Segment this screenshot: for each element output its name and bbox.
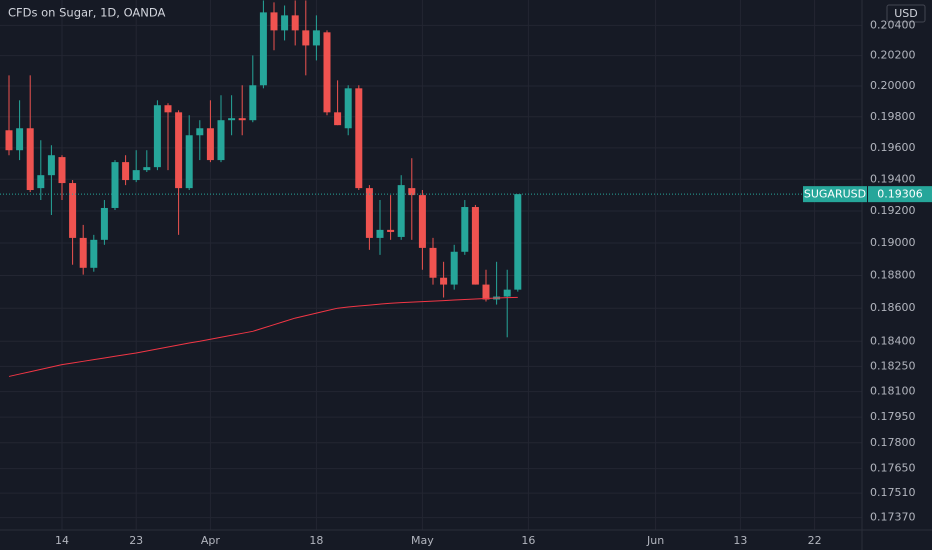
candle-body xyxy=(164,105,172,113)
candle-body xyxy=(408,188,416,196)
candle-body xyxy=(185,135,193,189)
marks xyxy=(0,0,862,377)
candle-body xyxy=(281,15,289,31)
candle-body xyxy=(143,167,151,171)
y-tick-label: 0.17800 xyxy=(870,436,916,449)
series-name-box xyxy=(803,186,867,203)
candle-body xyxy=(196,128,204,136)
candle-body xyxy=(16,128,24,151)
x-tick-label: Jun xyxy=(646,534,664,547)
candle-body xyxy=(259,12,267,86)
x-tick-label: 22 xyxy=(808,534,822,547)
candle-body xyxy=(175,112,183,189)
candle-body xyxy=(26,128,34,191)
candle-body xyxy=(323,32,331,113)
candle-body xyxy=(132,170,140,181)
last-price-label: 0.19306 xyxy=(877,188,923,201)
x-tick-label: 18 xyxy=(309,534,323,547)
candle-body xyxy=(471,207,479,285)
candle-body xyxy=(79,237,87,268)
currency-box[interactable] xyxy=(886,4,926,23)
y-tick-label: 0.18400 xyxy=(870,334,916,347)
candle-body xyxy=(514,194,522,290)
last-price-box xyxy=(868,186,932,203)
y-tick-label: 0.20200 xyxy=(870,49,916,62)
candle-body xyxy=(355,88,363,189)
candle-body xyxy=(312,30,320,46)
candle-body xyxy=(270,12,278,31)
candle-body xyxy=(100,207,108,240)
x-tick-label: Apr xyxy=(201,534,221,547)
y-tick-label: 0.19000 xyxy=(870,236,916,249)
y-tick-label: 0.20000 xyxy=(870,79,916,92)
y-tick-label: 0.19600 xyxy=(870,141,916,154)
candle-body xyxy=(206,128,214,161)
candle-body xyxy=(376,229,384,238)
x-tick-label: 13 xyxy=(733,534,747,547)
x-tick-label: 14 xyxy=(55,534,69,547)
candle-body xyxy=(450,251,458,285)
candle-body xyxy=(302,30,310,46)
candle-body xyxy=(228,118,236,121)
candle-body xyxy=(153,105,161,168)
candle-body xyxy=(397,185,405,237)
candle-body xyxy=(238,118,246,121)
y-tick-label: 0.17510 xyxy=(870,486,916,499)
candle-body xyxy=(461,207,469,252)
y-tick-label: 0.18600 xyxy=(870,301,916,314)
candle-body xyxy=(90,239,98,268)
candle-body xyxy=(37,175,45,189)
candle-body xyxy=(58,157,66,184)
candle-body xyxy=(217,120,225,161)
candle-body xyxy=(47,155,55,176)
chart-title: CFDs on Sugar, 1D, OANDA xyxy=(8,6,166,20)
x-tick-label: May xyxy=(411,534,434,547)
candle-body xyxy=(5,130,13,151)
y-tick-label: 0.17370 xyxy=(870,511,916,524)
y-tick-label: 0.18800 xyxy=(870,268,916,281)
moving-average-line xyxy=(8,296,518,377)
candle-body xyxy=(365,188,373,238)
y-tick-label: 0.17650 xyxy=(870,462,916,475)
y-tick-label: 0.18100 xyxy=(870,385,916,398)
labels: 0.20400 0.20200 0.20000 0.19800 0.19600 0.194… xyxy=(55,18,932,547)
candle-body xyxy=(122,162,130,181)
x-tick-label: 23 xyxy=(129,534,143,547)
y-tick-label: 0.20400 xyxy=(870,18,916,31)
candle-body xyxy=(69,183,77,238)
y-tick-label: 0.17950 xyxy=(870,410,916,423)
candle-body xyxy=(387,229,395,232)
candle-body xyxy=(482,284,490,300)
candle-body xyxy=(111,162,119,208)
candle-body xyxy=(503,289,511,297)
candle-body xyxy=(344,88,352,129)
candle-body xyxy=(429,247,437,278)
y-tick-label: 0.19200 xyxy=(870,204,916,217)
grid xyxy=(0,0,862,530)
candle-body xyxy=(291,15,299,31)
candle-body xyxy=(334,112,342,126)
series-name: SUGARUSD xyxy=(804,188,866,201)
y-tick-label: 0.18250 xyxy=(870,359,916,372)
y-tick-label: 0.19400 xyxy=(870,172,916,185)
y-tick-label: 0.19800 xyxy=(870,110,916,123)
candle-body xyxy=(249,85,257,121)
currency-label[interactable]: USD xyxy=(894,7,918,20)
x-tick-label: 16 xyxy=(521,534,535,547)
candle-body xyxy=(418,195,426,248)
candle-body xyxy=(440,277,448,285)
